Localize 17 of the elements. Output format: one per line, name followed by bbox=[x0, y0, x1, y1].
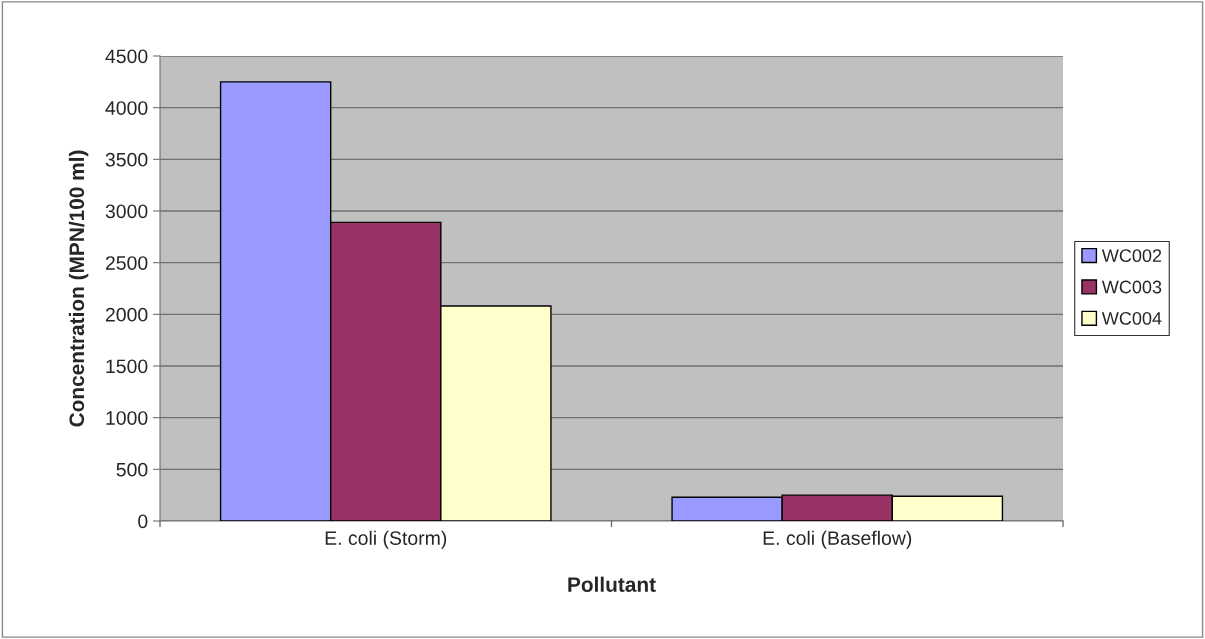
x-axis-title: Pollutant bbox=[568, 576, 656, 592]
x-tick-label: E. coli (Baseflow) bbox=[763, 530, 912, 549]
legend-label: WC003 bbox=[1101, 280, 1162, 294]
legend-label: WC002 bbox=[1101, 249, 1162, 263]
y-tick-label: 4500 bbox=[105, 49, 148, 64]
y-tick-label: 4000 bbox=[105, 101, 148, 115]
y-tick-label: 2500 bbox=[105, 256, 148, 270]
y-tick-label: 3000 bbox=[105, 204, 148, 219]
y-tick-label: 500 bbox=[116, 462, 148, 477]
y-tick-label: 1000 bbox=[106, 411, 148, 425]
y-axis-title: Concentration (MPN/100 ml) bbox=[68, 150, 89, 427]
y-tick-label: 3500 bbox=[105, 152, 148, 167]
x-tick-label: E. coli (Storm) bbox=[325, 530, 447, 549]
legend-label: WC004 bbox=[1101, 311, 1162, 325]
y-tick-label: 2000 bbox=[105, 307, 148, 322]
y-tick-label: 0 bbox=[138, 514, 148, 529]
y-tick-label: 1500 bbox=[106, 359, 148, 374]
